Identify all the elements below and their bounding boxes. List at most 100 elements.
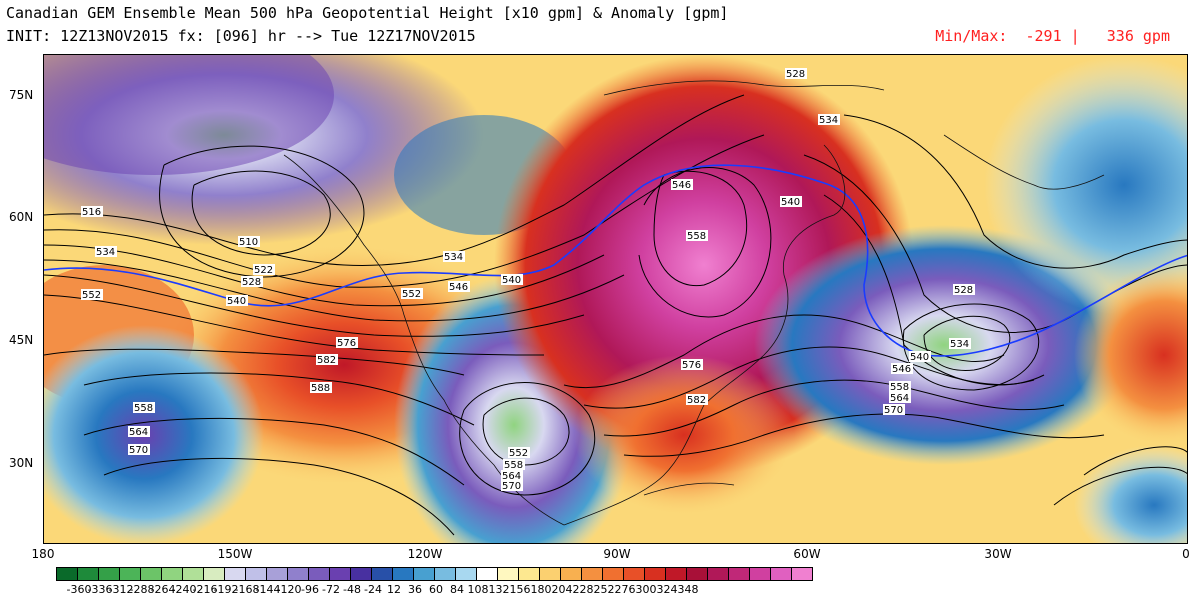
colorbar-tick-label: -312	[108, 583, 134, 596]
colorbar-cell	[392, 567, 414, 581]
colorbar-cell	[497, 567, 519, 581]
contour-label-bg	[949, 338, 971, 349]
contour-label-bg	[501, 274, 523, 285]
colorbar-cell	[476, 567, 498, 581]
coastlines	[283, 80, 1105, 526]
colorbar-tick-label: -360	[66, 583, 92, 596]
init-time-label: INIT: 12Z13NOV2015 fx: [096] hr --> Tue …	[6, 27, 476, 45]
lat-label-30n: 30N	[9, 456, 34, 470]
contour-label-bg	[503, 459, 525, 470]
contour-label-bg	[686, 394, 708, 405]
contour-value-label: 534	[444, 252, 463, 263]
contour-label-bg	[953, 284, 975, 295]
contour-label-bg	[889, 392, 911, 403]
colorbar-cell	[644, 567, 666, 581]
contour-value-label: 570	[884, 405, 903, 416]
colorbar-tick-label: -336	[87, 583, 113, 596]
contour-value-label: 552	[402, 289, 421, 300]
colorbar-tick-label: -120	[276, 583, 302, 596]
colorbar-tick-label: -24	[364, 583, 382, 596]
contour-label-bg	[501, 480, 523, 491]
colorbar-tick-label: 228	[572, 583, 594, 596]
contour-label-bg	[81, 206, 103, 217]
colorbar-cell	[791, 567, 813, 581]
colorbar-cell	[560, 567, 582, 581]
colorbar-cell	[686, 567, 708, 581]
contour-value-label: 534	[819, 115, 838, 126]
map-title: Canadian GEM Ensemble Mean 500 hPa Geopo…	[6, 4, 729, 22]
contour-value-label: 528	[242, 277, 261, 288]
colorbar-tick-label: 12	[387, 583, 401, 596]
colorbar-tick-label: 348	[677, 583, 699, 596]
map-panel: 516 510 534 522 528 552 540 534 546 540 552 576 582 5…	[43, 54, 1188, 544]
contour-label-bg	[81, 289, 103, 300]
colorbar-cell	[434, 567, 456, 581]
contour-value-label: 552	[509, 448, 528, 459]
contour-label-bg	[501, 470, 523, 481]
colorbar-tick-label: 276	[614, 583, 636, 596]
contour-value-label: 546	[449, 282, 468, 293]
lon-label-150w: 150W	[217, 547, 253, 561]
colorbar-cell	[518, 567, 540, 581]
colorbar-tick-label: 300	[635, 583, 657, 596]
contour-value-label: 534	[96, 247, 115, 258]
contour-value-label: 570	[502, 481, 521, 492]
colorbar-tick-label: 108	[467, 583, 489, 596]
contour-label-bg	[891, 363, 913, 374]
colorbar-tick-label: 84	[450, 583, 464, 596]
contour-value-label: 528	[786, 69, 805, 80]
contour-label-bg	[238, 236, 260, 247]
contour-value-label: 528	[954, 285, 973, 296]
colorbar-tick-label: -72	[322, 583, 340, 596]
contour-value-label: 558	[890, 382, 909, 393]
contour-label-bg	[336, 337, 358, 348]
contour-label-bg	[401, 288, 423, 299]
contour-value-label: 546	[892, 364, 911, 375]
contour-label-bg	[443, 251, 465, 262]
lon-label-90w: 90W	[603, 547, 631, 561]
colorbar-cell	[245, 567, 267, 581]
contour-label-bg	[686, 230, 708, 241]
colorbar-cell	[350, 567, 372, 581]
colorbar-cell	[287, 567, 309, 581]
min-max-label: Min/Max: -291 | 336 gpm	[935, 27, 1170, 45]
contour-label-bg	[818, 114, 840, 125]
lat-label-60n: 60N	[9, 210, 34, 224]
map-canvas: 5165105345225285525405345465405525765825…	[44, 55, 1187, 543]
colorbar-cell	[749, 567, 771, 581]
contour-540-line	[44, 164, 1187, 357]
contour-value-label: 576	[337, 338, 356, 349]
lon-label-30w: 30W	[984, 547, 1012, 561]
contour-value-label: 522	[254, 265, 273, 276]
colorbar-tick-label: -288	[129, 583, 155, 596]
colorbar-tick-label: 252	[593, 583, 615, 596]
contour-label-bg	[95, 246, 117, 257]
contour-label-bg	[883, 404, 905, 415]
contour-label-bg	[253, 264, 275, 275]
colorbar-cell	[77, 567, 99, 581]
contour-value-label: 576	[682, 360, 701, 371]
colorbar-tick-label: 132	[488, 583, 510, 596]
colorbar-cell	[140, 567, 162, 581]
contour-value-label: 540	[227, 296, 246, 307]
colorbar-tick-label: -96	[301, 583, 319, 596]
colorbar-cell	[770, 567, 792, 581]
contour-value-label: 534	[950, 339, 969, 350]
contour-label-bg	[671, 179, 693, 190]
colorbar-tick-label: 36	[408, 583, 422, 596]
colorbar-cell	[329, 567, 351, 581]
colorbar-cell	[413, 567, 435, 581]
colorbar-tick-label: -216	[192, 583, 218, 596]
colorbar-labels: -360 -336 -312 -288 -264 -240 -216 -192 -168 -144…	[0, 583, 1200, 599]
colorbar-tick-label: -240	[171, 583, 197, 596]
contour-value-label: 564	[129, 427, 148, 438]
contour-label-bg	[128, 426, 150, 437]
colorbar-cell	[203, 567, 225, 581]
colorbar-cell	[707, 567, 729, 581]
contour-label-bg	[681, 359, 703, 370]
contour-value-label: 558	[504, 460, 523, 471]
colorbar-tick-label: -192	[213, 583, 239, 596]
colorbar-tick-label: 324	[656, 583, 678, 596]
colorbar-tick-label: 60	[429, 583, 443, 596]
colorbar-tick-label: 156	[509, 583, 531, 596]
